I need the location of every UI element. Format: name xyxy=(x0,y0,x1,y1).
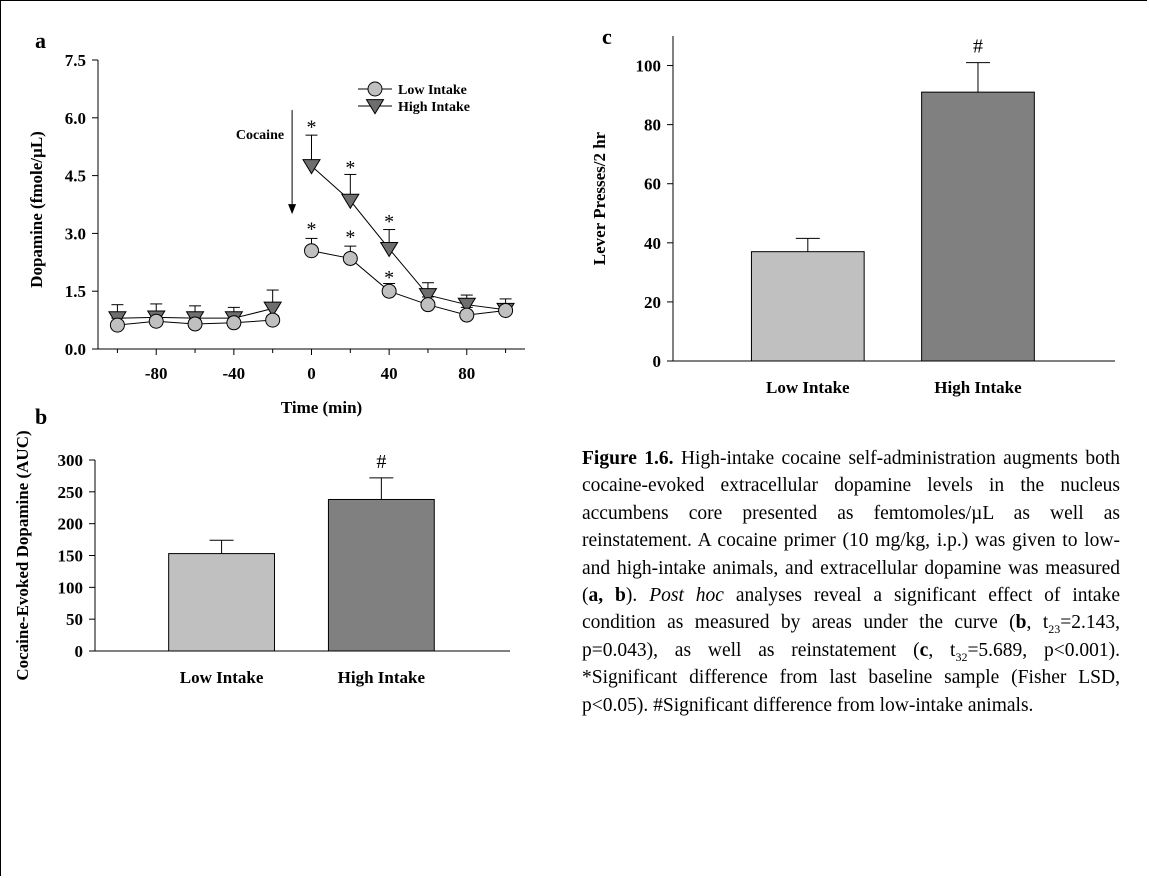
cocaine-label: Cocaine xyxy=(236,128,284,143)
caption-ref-b: b xyxy=(1015,612,1027,634)
y-tick-label: 1.5 xyxy=(65,282,86,301)
x-tick-label: High Intake xyxy=(338,668,426,687)
y-tick-label: 0.0 xyxy=(65,340,86,359)
significance-star: * xyxy=(345,226,355,248)
data-point xyxy=(263,301,283,318)
y-tick-label: 300 xyxy=(58,451,84,470)
data-point xyxy=(418,288,438,304)
significance-star: * xyxy=(307,117,317,139)
legend-label: Low Intake xyxy=(398,83,467,98)
y-tick-label: 20 xyxy=(644,293,661,312)
x-tick-label: -40 xyxy=(223,364,246,383)
y-tick-label: 150 xyxy=(58,547,84,566)
y-tick-label: 250 xyxy=(58,483,84,502)
y-axis-label: Lever Presses/2 hr xyxy=(590,131,609,265)
y-tick-label: 60 xyxy=(644,175,661,194)
caption-sub-c: 32 xyxy=(955,649,968,664)
significance-hash: # xyxy=(973,36,983,58)
bar xyxy=(750,251,865,362)
bar xyxy=(168,553,275,652)
y-tick-label: 50 xyxy=(66,610,83,629)
data-point xyxy=(148,313,164,329)
data-point xyxy=(302,159,321,175)
data-point xyxy=(457,297,477,314)
y-tick-label: 100 xyxy=(636,57,662,76)
panel-label-a: a xyxy=(35,28,46,53)
cocaine-arrow-head xyxy=(288,204,297,215)
legend-label: High Intake xyxy=(398,100,470,115)
y-axis-label: Dopamine (fmole/µL) xyxy=(27,131,46,288)
data-point xyxy=(187,316,203,332)
caption-text-5: =2.143, p=0.043), as well as reinstateme… xyxy=(582,612,1120,661)
caption-heading: Figure 1.6. xyxy=(582,448,674,469)
significance-star: * xyxy=(384,211,394,233)
x-axis-label: Time (min) xyxy=(281,398,362,417)
caption-post-hoc: Post hoc xyxy=(649,585,724,607)
x-tick-label: Low Intake xyxy=(180,668,264,687)
data-point xyxy=(420,297,436,313)
x-tick-label: 0 xyxy=(307,364,316,383)
y-tick-label: 80 xyxy=(644,116,661,135)
y-tick-label: 6.0 xyxy=(65,109,86,128)
y-tick-label: 7.5 xyxy=(65,51,86,70)
bar xyxy=(921,91,1035,362)
y-tick-label: 4.5 xyxy=(65,167,86,186)
caption-sub-b: 23 xyxy=(1048,622,1061,637)
caption-text-6: , t xyxy=(928,639,956,661)
y-tick-label: 200 xyxy=(58,515,84,534)
data-point xyxy=(459,307,475,323)
significance-hash: # xyxy=(376,451,386,473)
caption-text-1: High-intake cocaine self-administration … xyxy=(582,448,1120,607)
y-axis-label: Cocaine-Evoked Dopamine (AUC) xyxy=(13,430,32,680)
figure-caption: Figure 1.6. High-intake cocaine self-adm… xyxy=(582,445,1120,719)
x-tick-label: High Intake xyxy=(934,378,1022,397)
data-point xyxy=(340,193,360,210)
y-tick-label: 0 xyxy=(653,352,662,371)
data-point xyxy=(379,241,399,258)
y-tick-label: 40 xyxy=(644,234,661,253)
x-tick-label: -80 xyxy=(145,364,168,383)
x-tick-label: 80 xyxy=(458,364,475,383)
data-point xyxy=(226,315,242,331)
significance-star: * xyxy=(307,219,317,241)
data-point xyxy=(498,302,514,318)
caption-ref-ab: a, b xyxy=(588,585,626,607)
bar xyxy=(327,498,435,652)
caption-text-2: ). xyxy=(625,585,650,607)
y-tick-label: 3.0 xyxy=(65,224,86,243)
data-point xyxy=(265,312,281,328)
panel-label-b: b xyxy=(35,404,47,429)
legend-marker xyxy=(367,81,383,97)
data-point xyxy=(381,283,397,299)
data-point xyxy=(109,317,125,333)
significance-star: * xyxy=(345,157,355,179)
caption-text-3: analyses reveal a significant effect of … xyxy=(582,585,1120,634)
y-tick-label: 0 xyxy=(75,642,84,661)
panel-label-c: c xyxy=(602,24,612,49)
data-point xyxy=(304,243,319,259)
caption-text-7: =5.689, p<0.001). *Significant differenc… xyxy=(582,639,1120,716)
caption-text-4: , t xyxy=(1026,612,1049,634)
caption-ref-c: c xyxy=(919,639,929,661)
data-point xyxy=(342,250,358,266)
x-tick-label: Low Intake xyxy=(766,378,850,397)
x-tick-label: 40 xyxy=(381,364,398,383)
legend-marker xyxy=(365,99,385,115)
significance-star: * xyxy=(384,267,394,289)
y-tick-label: 100 xyxy=(58,578,84,597)
